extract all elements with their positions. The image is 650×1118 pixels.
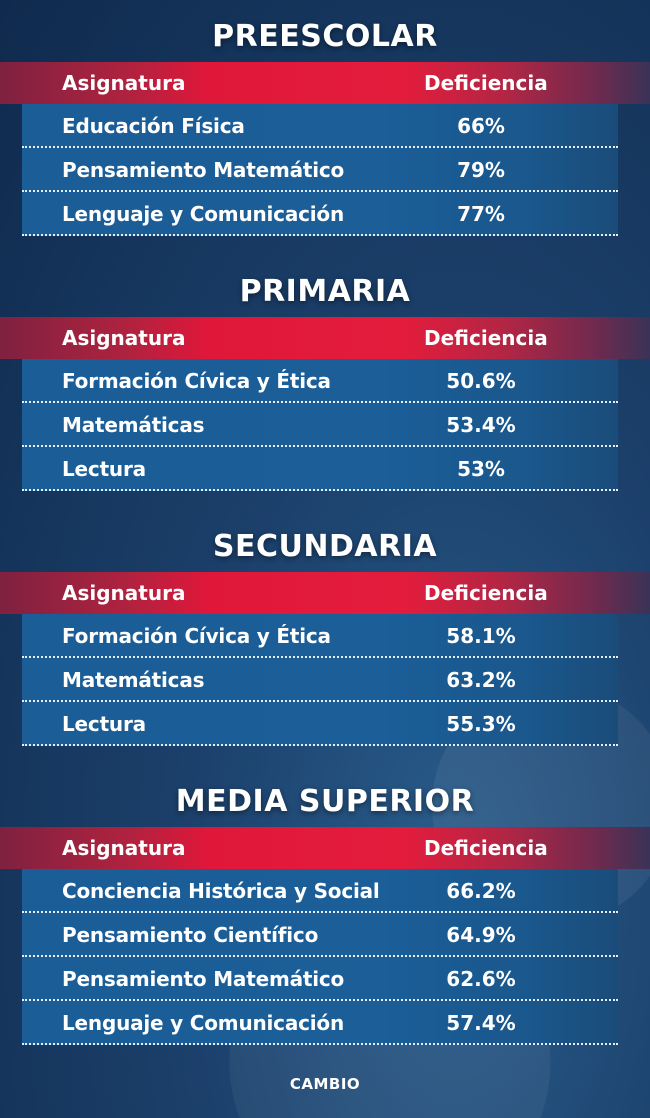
row-subject: Lenguaje y Comunicación [62, 1011, 345, 1035]
row-deficiency: 79% [457, 158, 505, 182]
table-row: Matemáticas 63.2% [22, 658, 618, 702]
column-header-subject: Asignatura [62, 581, 186, 605]
row-subject: Conciencia Histórica y Social [62, 879, 380, 903]
row-deficiency: 64.9% [446, 923, 516, 947]
row-deficiency: 53.4% [446, 413, 516, 437]
table-row: Lectura 53% [22, 447, 618, 491]
row-subject: Pensamiento Científico [62, 923, 319, 947]
table-row: Conciencia Histórica y Social 66.2% [22, 869, 618, 913]
table-header: Asignatura Deficiencia [0, 827, 650, 869]
table-row: Pensamiento Científico 64.9% [22, 913, 618, 957]
table-row: Educación Física 66% [22, 104, 618, 148]
row-deficiency: 55.3% [446, 712, 516, 736]
section-title: SECUNDARIA [212, 528, 438, 564]
table-row: Pensamiento Matemático 79% [22, 148, 618, 192]
section-secundaria: SECUNDARIA Asignatura Deficiencia Formac… [0, 520, 650, 746]
row-deficiency: 58.1% [446, 624, 516, 648]
table-row: Formación Cívica y Ética 50.6% [22, 359, 618, 403]
row-subject: Matemáticas [62, 668, 205, 692]
row-subject: Pensamiento Matemático [62, 967, 345, 991]
section-primaria: PRIMARIA Asignatura Deficiencia Formació… [0, 265, 650, 491]
column-header-deficiency: Deficiencia [424, 71, 548, 95]
row-deficiency: 66.2% [446, 879, 516, 903]
table-header: Asignatura Deficiencia [0, 62, 650, 104]
row-subject: Educación Física [62, 114, 245, 138]
row-subject: Lectura [62, 712, 146, 736]
row-subject: Pensamiento Matemático [62, 158, 345, 182]
row-deficiency: 63.2% [446, 668, 516, 692]
column-header-subject: Asignatura [62, 836, 186, 860]
table-row: Pensamiento Matemático 62.6% [22, 957, 618, 1001]
brand-logo: CAMBIO [289, 1075, 361, 1093]
row-deficiency: 62.6% [446, 967, 516, 991]
column-header-deficiency: Deficiencia [424, 836, 548, 860]
row-subject: Lenguaje y Comunicación [62, 202, 345, 226]
table-header: Asignatura Deficiencia [0, 317, 650, 359]
row-subject: Formación Cívica y Ética [62, 624, 331, 648]
section-title: MEDIA SUPERIOR [175, 783, 475, 819]
section-title: PRIMARIA [239, 273, 411, 309]
row-deficiency: 66% [457, 114, 505, 138]
row-deficiency: 77% [457, 202, 505, 226]
row-subject: Lectura [62, 457, 146, 481]
table-row: Lectura 55.3% [22, 702, 618, 746]
section-media-superior: MEDIA SUPERIOR Asignatura Deficiencia Co… [0, 775, 650, 1045]
column-header-subject: Asignatura [62, 71, 186, 95]
section-title: PREESCOLAR [212, 18, 438, 54]
table-header: Asignatura Deficiencia [0, 572, 650, 614]
table-row: Lenguaje y Comunicación 57.4% [22, 1001, 618, 1045]
row-deficiency: 57.4% [446, 1011, 516, 1035]
table-row: Formación Cívica y Ética 58.1% [22, 614, 618, 658]
section-preescolar: PREESCOLAR Asignatura Deficiencia Educac… [0, 10, 650, 236]
row-subject: Matemáticas [62, 413, 205, 437]
column-header-deficiency: Deficiencia [424, 581, 548, 605]
row-subject: Formación Cívica y Ética [62, 369, 331, 393]
column-header-deficiency: Deficiencia [424, 326, 548, 350]
row-deficiency: 50.6% [446, 369, 516, 393]
table-row: Lenguaje y Comunicación 77% [22, 192, 618, 236]
table-row: Matemáticas 53.4% [22, 403, 618, 447]
column-header-subject: Asignatura [62, 326, 186, 350]
row-deficiency: 53% [457, 457, 505, 481]
